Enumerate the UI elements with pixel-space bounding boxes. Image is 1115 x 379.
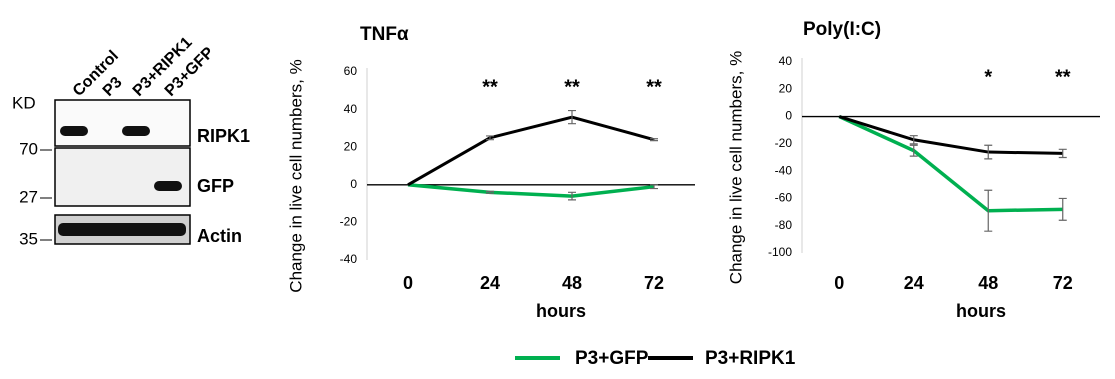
x-axis-label: hours bbox=[536, 301, 586, 321]
x-tick-label: 0 bbox=[834, 273, 844, 293]
y-tick-label: 20 bbox=[344, 139, 358, 153]
y-tick-label: 0 bbox=[350, 177, 357, 191]
marker-label: 70 bbox=[19, 139, 38, 158]
figure: KD 70 27 35 RIPK1 GFP Actin Control P3 P… bbox=[0, 0, 1115, 379]
y-tick-label: -20 bbox=[340, 215, 358, 229]
y-axis-label: Change in live cell numbers, % bbox=[286, 59, 305, 292]
significance: ** bbox=[646, 76, 662, 98]
y-tick-label: -80 bbox=[775, 218, 793, 232]
protein-label: Actin bbox=[197, 226, 242, 246]
x-tick-label: 24 bbox=[904, 273, 924, 293]
series-line bbox=[408, 185, 654, 196]
band bbox=[122, 126, 150, 136]
y-tick-label: 40 bbox=[779, 54, 793, 68]
y-tick-label: 20 bbox=[779, 81, 793, 95]
western-blot: KD 70 27 35 RIPK1 GFP Actin Control P3 P… bbox=[12, 34, 250, 249]
significance: ** bbox=[1055, 66, 1071, 88]
blot-panel bbox=[55, 148, 190, 206]
legend-label: P3+RIPK1 bbox=[705, 348, 796, 369]
chart-title: Poly(I:C) bbox=[803, 19, 881, 40]
band bbox=[60, 126, 88, 136]
y-axis-label: Change in live cell numbers, % bbox=[726, 51, 745, 284]
marker-label: 27 bbox=[19, 187, 38, 206]
series-line bbox=[839, 117, 1063, 211]
y-tick-label: 0 bbox=[785, 109, 792, 123]
legend-label: P3+GFP bbox=[575, 348, 649, 369]
y-tick-label: -40 bbox=[340, 252, 358, 266]
marker-label: 35 bbox=[19, 229, 38, 248]
x-tick-label: 0 bbox=[403, 273, 413, 293]
series-line bbox=[408, 117, 654, 185]
significance: * bbox=[984, 66, 992, 88]
x-tick-label: 72 bbox=[644, 273, 664, 293]
band bbox=[58, 223, 186, 236]
y-tick-label: 40 bbox=[344, 102, 358, 116]
y-tick-label: -60 bbox=[775, 191, 793, 205]
x-tick-label: 72 bbox=[1053, 273, 1073, 293]
protein-label: GFP bbox=[197, 176, 234, 196]
band bbox=[154, 181, 182, 191]
protein-label: RIPK1 bbox=[197, 126, 250, 146]
significance: ** bbox=[564, 76, 580, 98]
y-tick-label: -40 bbox=[775, 163, 793, 177]
x-axis-label: hours bbox=[956, 301, 1006, 321]
chart-title: TNFα bbox=[360, 24, 409, 45]
series-line bbox=[839, 117, 1063, 154]
kd-label: KD bbox=[12, 93, 36, 112]
y-tick-label: 60 bbox=[344, 64, 358, 78]
blot-panel bbox=[55, 100, 190, 146]
x-tick-label: 48 bbox=[978, 273, 998, 293]
x-tick-label: 24 bbox=[480, 273, 500, 293]
y-tick-label: -20 bbox=[775, 136, 793, 150]
x-tick-label: 48 bbox=[562, 273, 582, 293]
y-tick-label: -100 bbox=[768, 245, 792, 259]
significance: ** bbox=[482, 76, 498, 98]
